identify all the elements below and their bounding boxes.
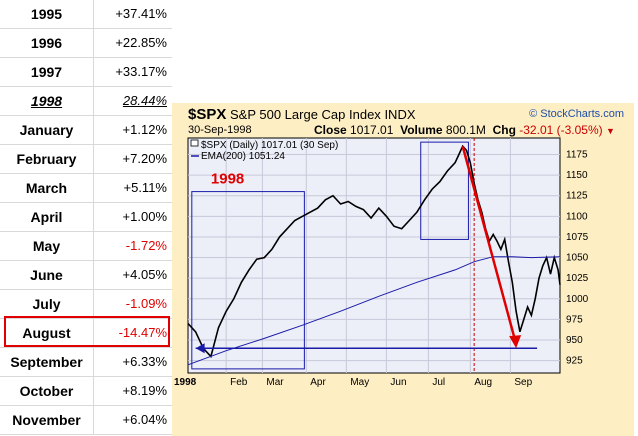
row-value: +33.17% [115,64,167,79]
row-value: 28.44% [122,93,167,108]
y-tick-label: 1050 [566,253,589,264]
row-label: February [0,145,94,173]
row-label: July [0,290,94,318]
table-row: April +1.00% [0,203,172,232]
year-annotation: 1998 [211,170,244,187]
volume-value: 800.1M [445,123,486,137]
y-tick-label: 1025 [566,273,589,284]
table-row: August -14.47% [0,319,172,348]
row-value: +37.41% [115,6,167,21]
row-value: +4.05% [122,267,167,282]
table-row: 1996 +22.85% [0,29,172,58]
row-label: January [0,116,94,144]
decline-arrow-head [509,335,522,349]
x-tick-label: May [350,377,369,388]
x-tick-label: 1998 [174,377,197,388]
table-row: 1997 +33.17% [0,58,172,87]
row-label: November [0,406,94,434]
row-value: +22.85% [115,35,167,50]
row-value: +7.20% [122,151,167,166]
row-label: 1998 [0,87,94,115]
x-tick-label: Jun [390,377,406,388]
y-tick-label: 1100 [566,211,588,222]
row-label: August [0,319,94,347]
close-value: 1017.01 [350,123,394,137]
table-row: October +8.19% [0,377,172,406]
legend-swatch-price [190,139,199,147]
row-value: +1.12% [122,122,167,137]
x-tick-label: Feb [230,377,248,388]
row-value: +5.11% [123,180,168,195]
y-tick-label: 1150 [566,170,588,181]
row-value: -14.47% [118,325,167,340]
price-line [187,144,561,359]
y-tick-label: 1000 [566,294,589,305]
table-row: 1995 +37.41% [0,0,172,29]
monthly-returns-table: 1995 +37.41% 1996 +22.85% 1997 +33.17% 1998 28.… [0,0,172,436]
row-value: +1.00% [122,209,167,224]
chg-label: Chg [492,123,516,137]
row-value: -1.72% [125,238,167,253]
x-tick-label: Mar [266,377,284,388]
table-row: September +6.33% [0,348,172,377]
table-row: November +6.04% [0,406,172,435]
x-tick-label: Apr [310,377,326,388]
table-row: 1998 28.44% [0,87,172,116]
row-label: October [0,377,94,405]
y-tick-label: 1075 [566,232,589,243]
stockcharts-logo: © StockCharts.com [529,108,624,120]
row-label: April [0,203,94,231]
y-tick-label: 925 [566,356,583,367]
row-label: 1997 [0,58,94,86]
row-value: +8.19% [122,383,167,398]
rally-box-2 [420,141,469,240]
support-arrow-head [195,343,205,354]
chart-date: 30-Sep-1998 [188,124,252,136]
chart-index-name: S&P 500 Large Cap Index [229,107,381,122]
volume-label: Volume [400,123,443,137]
chart-title: $SPX S&P 500 Large Cap Index INDX [188,106,416,123]
row-label: June [0,261,94,289]
table-row: March +5.11% [0,174,172,203]
plot-area [187,137,561,374]
row-label: 1996 [0,29,94,57]
y-tick-label: 1175 [566,149,588,160]
x-tick-label: Jul [432,377,445,388]
table-row: February +7.20% [0,145,172,174]
table-row: July -1.09% [0,290,172,319]
chart-quote-line: Close 1017.01 Volume 800.1M Chg -32.01 (… [314,123,615,137]
decline-arrow-line [461,145,518,345]
row-label: March [0,174,94,202]
chart-symbol: $SPX [188,106,227,123]
table-row: May -1.72% [0,232,172,261]
y-tick-label: 1125 [566,191,588,202]
table-row: June +4.05% [0,261,172,290]
legend-ema: EMA(200) 1051.24 [201,151,285,162]
chart-exchange: INDX [384,107,416,122]
stockcharts-panel: $SPX S&P 500 Large Cap Index INDX © Stoc… [172,103,634,436]
august-highlight-box [4,316,170,347]
table-row: January +1.12% [0,116,172,145]
row-value: +6.33% [122,354,167,369]
chg-value: -32.01 (-3.05%) [519,123,603,137]
row-value: +6.04% [122,412,167,427]
ema-line [187,256,561,366]
row-label: May [0,232,94,260]
row-value: -1.09% [125,296,167,311]
y-tick-label: 975 [566,314,583,325]
row-label: 1995 [0,0,94,28]
stockcharts-credit: © StockCharts.com [529,108,624,120]
down-triangle-icon: ▼ [605,126,615,136]
close-label: Close [314,123,347,137]
x-tick-label: Sep [514,377,532,388]
row-label: September [0,348,94,376]
price-chart: 925 950 975 1000 1025 1050 1075 1100 1125 1150 117… [174,137,589,388]
y-tick-label: 950 [566,335,583,346]
x-tick-label: Aug [474,377,492,388]
legend-price: $SPX (Daily) 1017.01 (30 Sep) [201,140,338,151]
rally-box-1 [191,191,305,370]
